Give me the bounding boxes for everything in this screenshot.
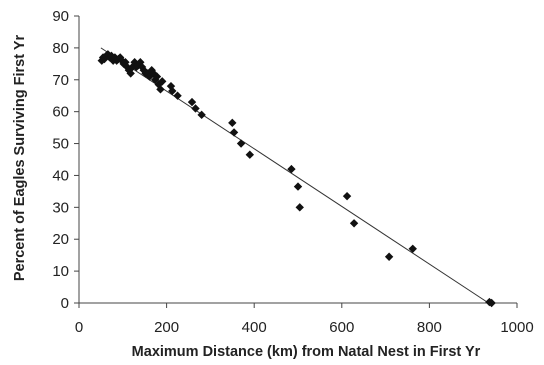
data-point [158, 77, 167, 86]
data-point [228, 118, 237, 128]
data-point [236, 139, 246, 148]
x-tick-label: 1000 [500, 319, 533, 336]
data-point [107, 51, 116, 61]
trendline [100, 47, 489, 304]
data-point [173, 91, 182, 100]
data-point [408, 244, 417, 253]
data-point [293, 182, 303, 191]
data-point [110, 53, 120, 62]
data-point [384, 252, 394, 261]
data-point [115, 53, 125, 62]
y-tick-label: 0 [61, 295, 69, 312]
tick-marks [74, 15, 518, 308]
data-point [487, 298, 496, 308]
data-point [229, 128, 239, 137]
x-tick-label: 600 [329, 319, 354, 336]
y-tick-label: 80 [52, 40, 69, 57]
y-tick-label: 60 [52, 104, 69, 121]
x-tick-label: 800 [417, 319, 442, 336]
data-point [191, 104, 200, 113]
data-point [156, 85, 165, 94]
data-point [100, 54, 109, 64]
data-point [197, 110, 206, 120]
y-tick-label: 50 [52, 136, 69, 153]
x-axis-title: Maximum Distance (km) from Natal Nest in… [132, 344, 481, 360]
data-point [154, 80, 163, 89]
tick-labels: 0 10 20 30 40 50 60 70 80 90 0 200 400 600 800 1000 [52, 8, 533, 336]
data-point [103, 50, 113, 59]
x-tick-label: 0 [75, 319, 83, 336]
data-points [97, 50, 496, 308]
x-tick-label: 200 [154, 319, 179, 336]
data-point [97, 56, 106, 65]
data-point [245, 150, 255, 159]
axes [78, 16, 517, 304]
y-tick-label: 10 [52, 263, 69, 280]
data-point [187, 97, 197, 107]
data-point [168, 86, 177, 96]
data-point [342, 191, 352, 201]
x-tick-label: 400 [242, 319, 267, 336]
y-tick-label: 90 [52, 8, 69, 25]
trendline-group [100, 47, 489, 304]
data-point [126, 69, 135, 78]
data-point [295, 203, 304, 212]
data-point [152, 72, 162, 81]
y-tick-label: 70 [52, 72, 69, 89]
y-axis-title: Percent of Eagles Surviving First Yr [12, 34, 28, 281]
y-tick-label: 30 [52, 199, 69, 216]
data-point [117, 56, 127, 65]
data-point [349, 219, 359, 228]
y-tick-label: 20 [52, 231, 69, 248]
data-point [287, 164, 296, 174]
y-tick-label: 40 [52, 167, 69, 184]
